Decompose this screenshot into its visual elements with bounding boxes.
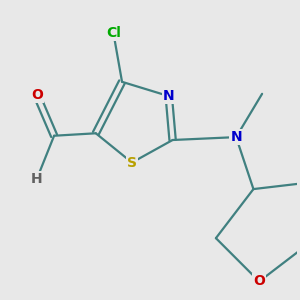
Text: H: H bbox=[31, 172, 43, 186]
Text: N: N bbox=[230, 130, 242, 144]
Text: N: N bbox=[163, 89, 175, 103]
Text: Cl: Cl bbox=[106, 26, 121, 40]
Text: S: S bbox=[127, 155, 137, 170]
Text: O: O bbox=[253, 274, 265, 289]
Text: O: O bbox=[31, 88, 43, 102]
